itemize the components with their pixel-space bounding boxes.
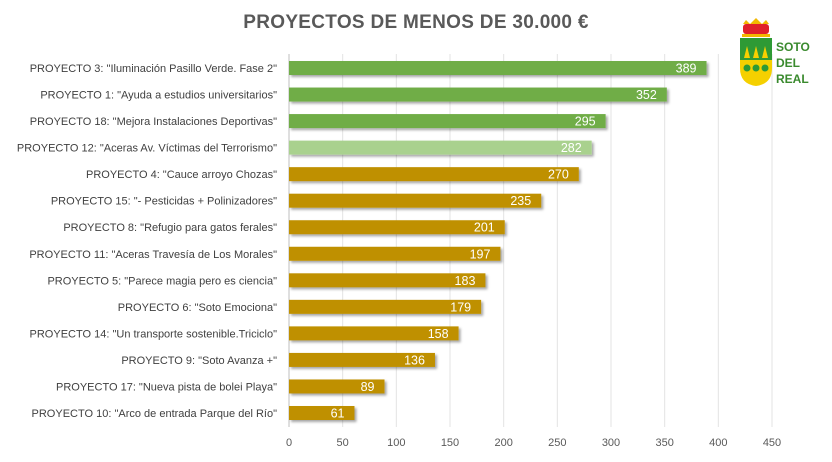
- data-label: 89: [361, 380, 375, 394]
- data-label: 158: [428, 327, 449, 341]
- x-tick-label: 350: [655, 437, 673, 449]
- category-label: PROYECTO 6: "Soto Emociona": [118, 302, 277, 314]
- category-label: PROYECTO 15: "- Pesticidas + Polinizador…: [51, 196, 277, 208]
- data-label: 282: [561, 141, 582, 155]
- category-label: PROYECTO 4: "Cauce arroyo Chozas": [86, 169, 277, 181]
- bar: [289, 220, 505, 235]
- category-label: PROYECTO 10: "Arco de entrada Parque del…: [32, 408, 278, 420]
- chart-title: PROYECTOS DE MENOS DE 30.000 €: [243, 12, 589, 33]
- category-label: PROYECTO 9: "Soto Avanza +": [121, 355, 277, 367]
- category-label: PROYECTO 11: "Aceras Travesía de Los Mor…: [29, 249, 277, 261]
- data-label: 352: [636, 88, 657, 102]
- bar: [289, 326, 459, 341]
- data-label: 197: [470, 247, 491, 261]
- x-tick-label: 0: [286, 437, 292, 449]
- bar: [289, 246, 501, 261]
- logo-text-1: SOTO: [776, 40, 810, 54]
- bar: [289, 61, 707, 75]
- data-label: 61: [331, 407, 345, 421]
- category-label: PROYECTO 1: "Ayuda a estudios universita…: [40, 90, 277, 102]
- bar: [289, 352, 435, 367]
- data-label: 270: [548, 168, 569, 182]
- x-tick-label: 50: [337, 437, 349, 449]
- logo-text-3: REAL: [776, 72, 809, 86]
- x-tick-label: 450: [763, 437, 781, 449]
- x-tick-label: 150: [441, 437, 459, 449]
- category-label: PROYECTO 18: "Mejora Instalaciones Depor…: [30, 116, 277, 128]
- x-tick-label: 100: [387, 437, 405, 449]
- category-label: PROYECTO 14: "Un transporte sostenible.T…: [30, 328, 278, 340]
- bar: [289, 379, 385, 394]
- category-label: PROYECTO 17: "Nueva pista de bolei Playa…: [56, 381, 277, 393]
- data-label: 235: [510, 194, 531, 208]
- bar: [289, 140, 592, 155]
- data-label: 136: [404, 353, 425, 367]
- bar: [289, 406, 355, 420]
- bar: [289, 273, 486, 288]
- x-tick-label: 200: [494, 437, 512, 449]
- bar: [289, 114, 606, 129]
- soto-del-real-logo: SOTO DEL REAL: [738, 18, 818, 88]
- coat-of-arms-icon: [740, 18, 772, 86]
- category-label: PROYECTO 5: "Parece magia pero es cienci…: [47, 275, 277, 287]
- bar: [289, 193, 542, 208]
- bar: [289, 167, 579, 182]
- category-label: PROYECTO 12: "Aceras Av. Víctimas del Te…: [17, 143, 277, 155]
- data-label: 179: [450, 300, 471, 314]
- bar: [289, 299, 482, 314]
- x-tick-label: 400: [709, 437, 727, 449]
- data-label: 201: [474, 221, 495, 235]
- x-tick-label: 300: [602, 437, 620, 449]
- data-label: 183: [455, 274, 476, 288]
- category-label: PROYECTO 3: "Iluminación Pasillo Verde. …: [30, 63, 277, 75]
- x-tick-label: 250: [548, 437, 566, 449]
- data-label: 389: [676, 62, 697, 76]
- bar: [289, 87, 667, 102]
- logo-text-2: DEL: [776, 56, 800, 70]
- data-label: 295: [575, 115, 596, 129]
- category-label: PROYECTO 8: "Refugio para gatos ferales": [63, 222, 277, 234]
